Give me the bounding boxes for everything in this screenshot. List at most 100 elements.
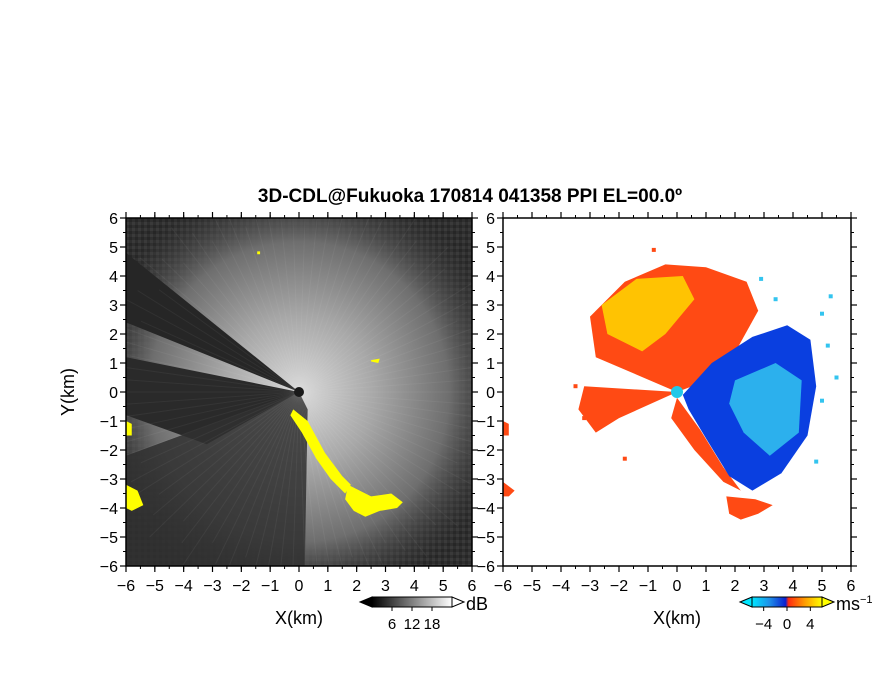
beam-streak xyxy=(298,218,416,393)
beam-streak xyxy=(298,391,461,494)
y-tick-label: −4 xyxy=(477,501,495,518)
cbar-arrow-left xyxy=(738,596,753,608)
y-tick-label: −5 xyxy=(100,530,118,547)
beam-streak xyxy=(126,341,300,393)
x-axis-label: X(km) xyxy=(275,608,323,628)
beam-streak xyxy=(267,391,300,566)
beam-streak xyxy=(298,341,472,393)
speckle xyxy=(759,276,764,281)
velocity-body xyxy=(503,218,851,566)
beam-streak xyxy=(228,218,300,393)
speckle xyxy=(820,398,824,403)
beam-streak xyxy=(137,290,300,393)
y-tick-label: −3 xyxy=(100,472,118,489)
light-negative-core xyxy=(729,363,802,456)
beam-streak xyxy=(298,301,468,393)
beam-streak xyxy=(126,391,300,417)
y-tick-label: −3 xyxy=(477,472,495,489)
x-tick-label: 5 xyxy=(439,578,448,595)
cbar-tick-label: 6 xyxy=(388,616,396,633)
x-tick-label: −6 xyxy=(117,578,135,595)
y-tick-label: 2 xyxy=(486,327,495,344)
x-tick-label: −6 xyxy=(494,578,512,595)
beam-streak xyxy=(152,391,300,516)
velocity-region xyxy=(726,496,773,520)
cbar-arrow-left xyxy=(358,596,373,608)
y-tick-label: 5 xyxy=(109,240,118,257)
speckle xyxy=(820,311,824,316)
beam-streak xyxy=(126,391,300,405)
light-positive-core xyxy=(601,276,695,352)
beam-streak xyxy=(228,391,300,566)
reflectivity-panel: −6 −5 −4 −3 −2 −1 0 1 2 3 4 5 6 −6 −5 −4 −3 −2 −1 0 1 2 3 4 5 6 X(… xyxy=(58,211,478,628)
beam-streak xyxy=(298,391,386,543)
beam-streak xyxy=(298,226,353,393)
beam-streak xyxy=(182,391,300,566)
beam-streak xyxy=(267,218,300,393)
beam-streak xyxy=(298,391,472,443)
beam-streak xyxy=(298,391,406,551)
highlight-region xyxy=(126,484,144,511)
beam-streak xyxy=(298,218,343,393)
x-tick-label: −3 xyxy=(581,578,599,595)
velocity-region xyxy=(503,421,509,436)
beam-streak xyxy=(212,391,300,543)
x-tick-label: −1 xyxy=(261,578,279,595)
speckle xyxy=(599,419,604,423)
velocity-region xyxy=(671,397,741,491)
beam-streak xyxy=(298,218,318,393)
highlight-region xyxy=(290,409,351,494)
cbar-bar xyxy=(751,596,823,608)
beam-streak xyxy=(280,218,300,393)
y-tick-label: −4 xyxy=(100,501,118,518)
x-tick-label: 0 xyxy=(673,578,682,595)
blocked-sector xyxy=(126,392,308,566)
beam-streak xyxy=(170,227,300,393)
beam-streak xyxy=(298,219,383,393)
speckle xyxy=(834,375,839,380)
beam-streak xyxy=(255,391,300,566)
highlight-region xyxy=(257,251,261,255)
heatmap-body xyxy=(126,218,472,566)
beam-streak xyxy=(126,391,300,502)
beam-streak xyxy=(298,289,440,393)
y-tick-label: 3 xyxy=(486,298,495,315)
cbar-tick-label: −4 xyxy=(755,616,772,633)
y-tick-label: −1 xyxy=(100,414,118,431)
y-tick-label: 0 xyxy=(109,385,118,402)
beam-streak xyxy=(126,328,300,393)
beam-streak xyxy=(149,391,300,538)
beam-streak xyxy=(181,391,300,544)
x-tick-label: 2 xyxy=(731,578,740,595)
beam-streak xyxy=(298,391,440,495)
x-tick-label: 1 xyxy=(323,578,332,595)
cbar-unit-db: dB xyxy=(466,594,488,614)
beam-streak xyxy=(126,298,300,393)
beam-streak xyxy=(298,218,306,393)
speckle xyxy=(573,384,578,389)
y-tick-label: 6 xyxy=(109,211,118,228)
x-tick-label: −5 xyxy=(523,578,541,595)
beam-streak xyxy=(298,379,472,393)
beam-streak xyxy=(298,282,472,393)
beam-streak xyxy=(161,258,300,393)
beam-streak xyxy=(140,391,300,464)
x-tick-label: −2 xyxy=(232,578,250,595)
cbar-arrow-right xyxy=(821,596,836,608)
speckle xyxy=(622,456,627,461)
beam-streak xyxy=(255,218,300,393)
beam-streak xyxy=(245,391,300,558)
highlight-region xyxy=(371,358,380,363)
beam-streak xyxy=(298,391,458,464)
x-tick-label: 4 xyxy=(789,578,798,595)
y-tick-label: 3 xyxy=(109,298,118,315)
speckle xyxy=(773,297,778,302)
beam-streak xyxy=(298,268,446,393)
velocity-colorbar: −4 0 4 ms−1 xyxy=(738,594,873,633)
y-tick-label: −6 xyxy=(477,559,495,576)
cbar-arrow-right xyxy=(451,596,466,608)
radar-center xyxy=(294,387,304,397)
highlight-region xyxy=(126,421,132,436)
beam-streak xyxy=(298,391,472,417)
